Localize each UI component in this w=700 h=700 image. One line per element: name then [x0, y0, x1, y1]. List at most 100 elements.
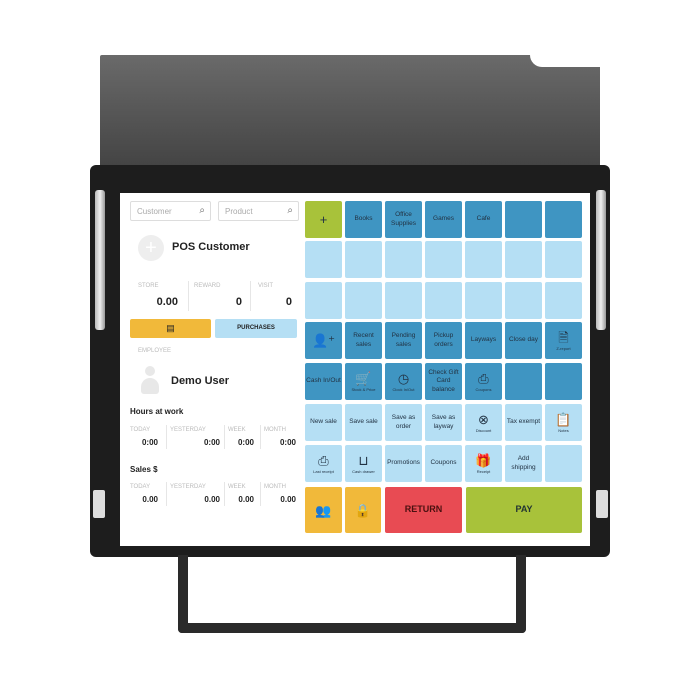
hours-col-label: MONTH	[264, 427, 286, 433]
tile-coupons[interactable]: ⎙ Coupons	[465, 363, 502, 400]
tile-clock-in-out[interactable]: ◷ Clock In/Out	[385, 363, 422, 400]
discount-icon: ⊗	[478, 411, 489, 427]
tile-cafe[interactable]: Cafe	[465, 201, 502, 238]
tile-label: Promotions	[387, 459, 420, 467]
tile-save-as-layway[interactable]: Save as layway	[425, 404, 462, 441]
tile-label: Games	[433, 215, 454, 223]
tile-empty[interactable]	[345, 282, 382, 319]
add-customer-avatar[interactable]: +	[138, 235, 164, 261]
tile-empty[interactable]	[505, 282, 542, 319]
tile-label: Books	[354, 215, 373, 223]
tile-empty[interactable]	[505, 201, 542, 238]
pos-screen: Customer ⌕ Product ⌕ + POS Customer STORE …	[120, 193, 590, 546]
tile-notes[interactable]: 📋 Notes	[545, 404, 582, 441]
divider	[260, 425, 261, 449]
tile-label: Recent sales	[353, 332, 374, 348]
tile-empty[interactable]	[425, 241, 462, 278]
tile-empty[interactable]	[425, 282, 462, 319]
tile-label: Pending sales	[391, 332, 416, 348]
search-icon[interactable]: ⌕	[199, 205, 205, 216]
tile-layways[interactable]: Layways	[465, 322, 502, 359]
divider	[260, 482, 261, 506]
visit-value: 0	[285, 296, 292, 308]
hours-col-label: WEEK	[228, 427, 246, 433]
tile-caption: Clock In/Out	[392, 386, 415, 392]
customer-name: POS Customer	[172, 241, 250, 253]
tile-last-receipt[interactable]: ⎙ Last receipt	[305, 445, 342, 482]
tile-empty[interactable]	[385, 282, 422, 319]
tile-discount[interactable]: ⊗ Discount	[465, 404, 502, 441]
tile-empty[interactable]	[545, 363, 582, 400]
visit-label: VISIT	[258, 283, 274, 289]
clipboard-icon: 📋	[555, 411, 572, 427]
product-search-input[interactable]: Product ⌕	[218, 201, 299, 221]
tile-empty[interactable]	[385, 241, 422, 278]
tile-empty[interactable]	[545, 201, 582, 238]
divider	[224, 425, 225, 449]
tile-new-sale[interactable]: New sale	[305, 404, 342, 441]
tile-save-sale[interactable]: Save sale	[345, 404, 382, 441]
customer-card-button[interactable]: ▤	[130, 319, 211, 338]
reward-label: REWARD	[194, 283, 221, 289]
tile-caption: Last receipt	[313, 468, 334, 474]
tile-empty[interactable]	[505, 363, 542, 400]
tile-empty[interactable]	[505, 241, 542, 278]
tile-recent-sales[interactable]: Recent sales	[345, 322, 382, 359]
lock-button[interactable]: 🔒	[345, 487, 381, 533]
tile-coupons[interactable]: Coupons	[425, 445, 462, 482]
tile-caption: Z-report	[556, 345, 571, 351]
tile-empty[interactable]	[545, 445, 582, 482]
filter-clip	[93, 490, 105, 518]
tile-caption: Discount	[475, 427, 492, 433]
tile-cash-drawer[interactable]: ⊔ Cash drawer	[345, 445, 382, 482]
tile-check-gift-card-balance[interactable]: Check Gift Card balance	[425, 363, 462, 400]
purchases-button[interactable]: PURCHASES	[215, 319, 297, 338]
hours-col-value: 0:00	[237, 438, 254, 447]
tile-z-report[interactable]: 🗎 Z-report	[545, 322, 582, 359]
tile-caption: Receipt	[476, 468, 491, 474]
tile-promotions[interactable]: Promotions	[385, 445, 422, 482]
tile-empty[interactable]	[545, 282, 582, 319]
tile-empty[interactable]	[305, 282, 342, 319]
tile-empty[interactable]	[545, 241, 582, 278]
hours-title: Hours at work	[130, 407, 184, 416]
tile-receipt[interactable]: 🎁 Receipt	[465, 445, 502, 482]
hours-col-value: 0:00	[141, 438, 158, 447]
tile-empty[interactable]	[345, 241, 382, 278]
hours-col-value: 0:00	[279, 438, 296, 447]
tile-label: Save as layway	[431, 414, 456, 430]
printer-icon: ⎙	[318, 452, 329, 468]
tile-label: Add shipping	[511, 455, 536, 471]
tile-pending-sales[interactable]: Pending sales	[385, 322, 422, 359]
tile-save-as-order[interactable]: Save as order	[385, 404, 422, 441]
tile-cash-in-out[interactable]: Cash In/Out	[305, 363, 342, 400]
tile-tax-exempt[interactable]: Tax exempt	[505, 404, 542, 441]
tile-games[interactable]: Games	[425, 201, 462, 238]
tile-stock-price[interactable]: 🛒 Stock & Price	[345, 363, 382, 400]
tile-label: Coupons	[430, 459, 457, 467]
tile-empty[interactable]	[465, 241, 502, 278]
tile-close-day[interactable]: Close day	[505, 322, 542, 359]
tile-label: Check Gift Card balance	[428, 369, 459, 393]
filter-clip	[95, 190, 105, 330]
tile-pickup-orders[interactable]: Pickup orders	[425, 322, 462, 359]
tile-add-shipping[interactable]: Add shipping	[505, 445, 542, 482]
reward-value: 0	[235, 296, 242, 308]
tile-plus-icon[interactable]: +	[305, 201, 342, 238]
tile-add-customer-icon[interactable]: 👤⁺	[305, 322, 342, 359]
tile-empty[interactable]	[305, 241, 342, 278]
customer-search-input[interactable]: Customer ⌕	[130, 201, 211, 221]
pay-button[interactable]: PAY	[466, 487, 582, 533]
add-customer-icon: 👤⁺	[311, 333, 336, 348]
divider	[166, 482, 167, 506]
search-icon[interactable]: ⌕	[287, 205, 293, 216]
tile-empty[interactable]	[465, 282, 502, 319]
return-button[interactable]: RETURN	[385, 487, 462, 533]
tile-caption: Notes	[558, 427, 569, 433]
tile-office-supplies[interactable]: Office Supplies	[385, 201, 422, 238]
customers-button[interactable]: 👥	[305, 487, 342, 533]
tile-label: Layways	[470, 336, 497, 344]
tile-books[interactable]: Books	[345, 201, 382, 238]
monitor-stand	[178, 555, 526, 633]
divider	[188, 281, 189, 311]
